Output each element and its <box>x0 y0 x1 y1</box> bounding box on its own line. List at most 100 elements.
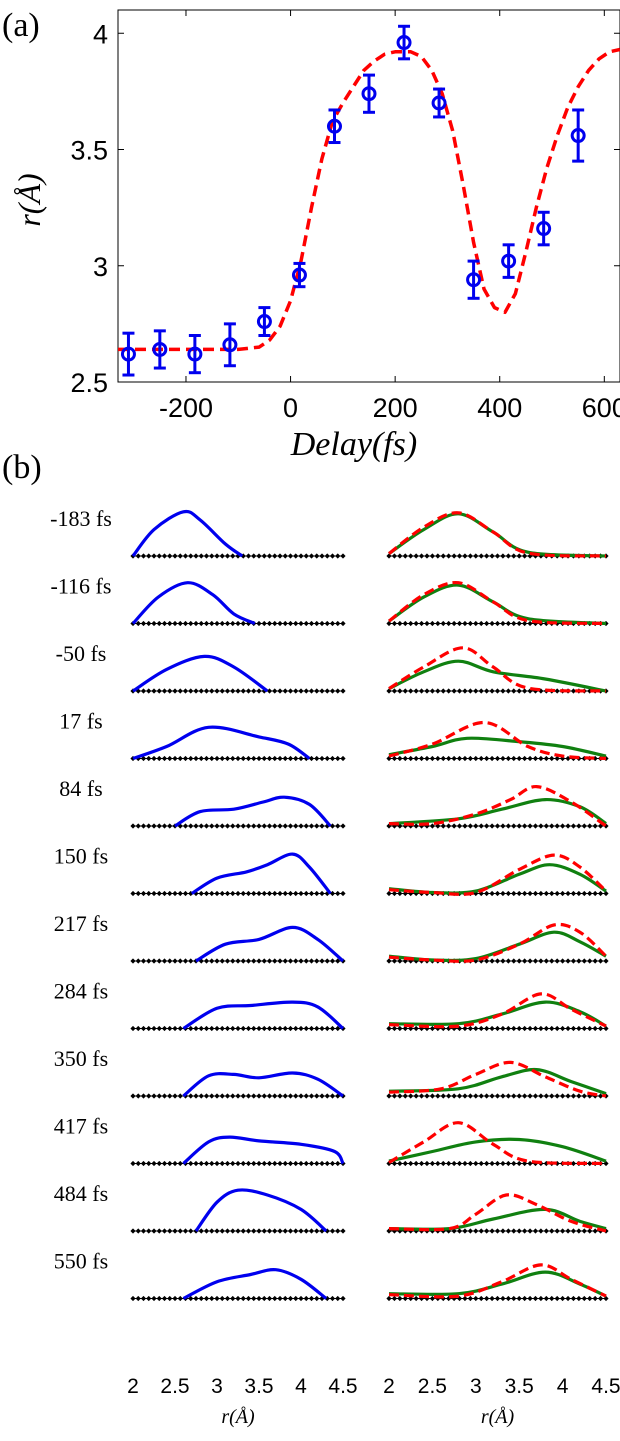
marker <box>326 118 342 134</box>
left-x-tick-label: 3.5 <box>244 1375 273 1398</box>
data-point <box>431 87 447 119</box>
red-curve <box>388 511 607 558</box>
distribution-row: -50 fs <box>56 641 609 694</box>
data-point <box>120 331 136 377</box>
baseline-markers <box>130 958 346 964</box>
left-curve <box>182 1071 344 1098</box>
right-x-axis-label: r(Å) <box>481 1406 515 1428</box>
b-rows: -183 fs -116 fs -50 fs 17 fs 84 fs 150 fs 217 … <box>50 506 609 1302</box>
row-label: 17 fs <box>59 709 102 734</box>
marker <box>187 346 203 362</box>
marker <box>222 337 238 353</box>
red-curve <box>388 581 607 626</box>
x-tick-label: 200 <box>373 393 418 423</box>
distribution-row: 84 fs <box>59 776 609 829</box>
right-x-tick-label: 2 <box>383 1375 395 1398</box>
baseline-markers <box>130 823 346 829</box>
distribution-row: 284 fs <box>54 979 609 1032</box>
marker <box>291 267 307 283</box>
baseline-markers <box>386 1160 609 1167</box>
row-label: -50 fs <box>56 641 107 666</box>
baseline-markers <box>130 755 346 762</box>
row-label: -183 fs <box>50 506 112 531</box>
green-curve <box>388 1207 607 1231</box>
a-x-axis-label: Delay(fs) <box>290 426 418 463</box>
left-curve <box>194 1188 328 1233</box>
data-point <box>152 329 168 370</box>
baseline-markers <box>130 688 346 694</box>
baseline-markers <box>130 890 346 897</box>
panel-a: (a) -200 0 200 400 600 2.5 3 3.5 4 Delay(fs) r(Å… <box>2 7 620 463</box>
right-x-tick-label: 3.5 <box>505 1375 534 1398</box>
b-axes: 2 2.5 3 3.5 4 4.5 r(Å) 2 2.5 3 3.5 4 4.5 r(Å) <box>127 1375 620 1428</box>
left-x-tick-label: 3 <box>211 1375 223 1398</box>
row-label: 484 fs <box>54 1181 108 1206</box>
measured-points <box>120 24 586 377</box>
baseline-markers <box>130 553 346 559</box>
marker <box>431 95 447 111</box>
left-curve <box>132 725 311 761</box>
baseline-markers <box>386 1093 609 1099</box>
green-curve <box>388 659 607 693</box>
marker <box>466 272 482 288</box>
right-x-tick-label: 3 <box>470 1375 482 1398</box>
y-tick-label: 2.5 <box>70 368 108 398</box>
x-tick-label: 400 <box>477 393 522 423</box>
distribution-row: 484 fs <box>54 1181 609 1234</box>
a-axis-ticks: -200 0 200 400 600 2.5 3 3.5 4 <box>70 10 620 423</box>
distribution-row: 217 fs <box>54 911 609 964</box>
row-label: 417 fs <box>54 1114 108 1139</box>
y-tick-label: 3 <box>93 252 108 282</box>
panel-a-label: (a) <box>2 7 40 44</box>
row-label: 217 fs <box>54 911 108 936</box>
distribution-row: 350 fs <box>54 1046 609 1099</box>
left-curve <box>132 654 269 693</box>
marker <box>536 221 552 237</box>
marker <box>570 128 586 144</box>
baseline-markers <box>386 688 609 694</box>
left-curve <box>182 1135 345 1165</box>
baseline-markers <box>386 1295 609 1302</box>
row-label: 84 fs <box>59 776 102 801</box>
plot-a-frame <box>117 9 620 383</box>
red-curve <box>388 1263 607 1299</box>
baseline-markers <box>386 1025 609 1032</box>
left-curve <box>195 925 345 963</box>
left-curve <box>131 509 244 558</box>
left-curve <box>174 795 332 828</box>
row-label: -116 fs <box>51 574 112 599</box>
x-tick-label: 0 <box>283 393 298 423</box>
red-curve <box>388 720 607 761</box>
row-label: 550 fs <box>54 1249 108 1274</box>
red-curve <box>388 922 608 963</box>
row-label: 350 fs <box>54 1046 108 1071</box>
data-point <box>501 243 517 279</box>
baseline-markers <box>130 1160 346 1167</box>
green-curve <box>388 863 607 895</box>
panel-b: (b) -183 fs -116 fs -50 fs 17 fs 84 fs 150 fs… <box>2 449 620 1428</box>
marker <box>152 341 168 357</box>
green-curve <box>388 1067 607 1096</box>
green-curve <box>388 797 607 826</box>
a-y-axis-label: r(Å) <box>11 173 47 226</box>
fit-curve <box>118 47 620 352</box>
data-point <box>326 108 342 145</box>
red-curve <box>388 853 608 896</box>
distribution-row: 17 fs <box>59 709 609 762</box>
marker <box>256 314 272 330</box>
left-curve <box>190 852 332 895</box>
row-label: 284 fs <box>54 979 108 1004</box>
green-curve <box>388 1137 607 1163</box>
row-label: 150 fs <box>54 844 108 869</box>
data-point <box>536 210 552 247</box>
data-point <box>466 259 482 300</box>
marker <box>501 253 517 269</box>
data-point <box>256 306 272 337</box>
baseline-markers <box>130 1295 346 1302</box>
data-point <box>396 24 412 61</box>
green-curve <box>388 736 607 758</box>
left-x-tick-label: 4 <box>295 1375 307 1398</box>
left-curve <box>131 581 256 625</box>
red-curve <box>388 1193 607 1233</box>
